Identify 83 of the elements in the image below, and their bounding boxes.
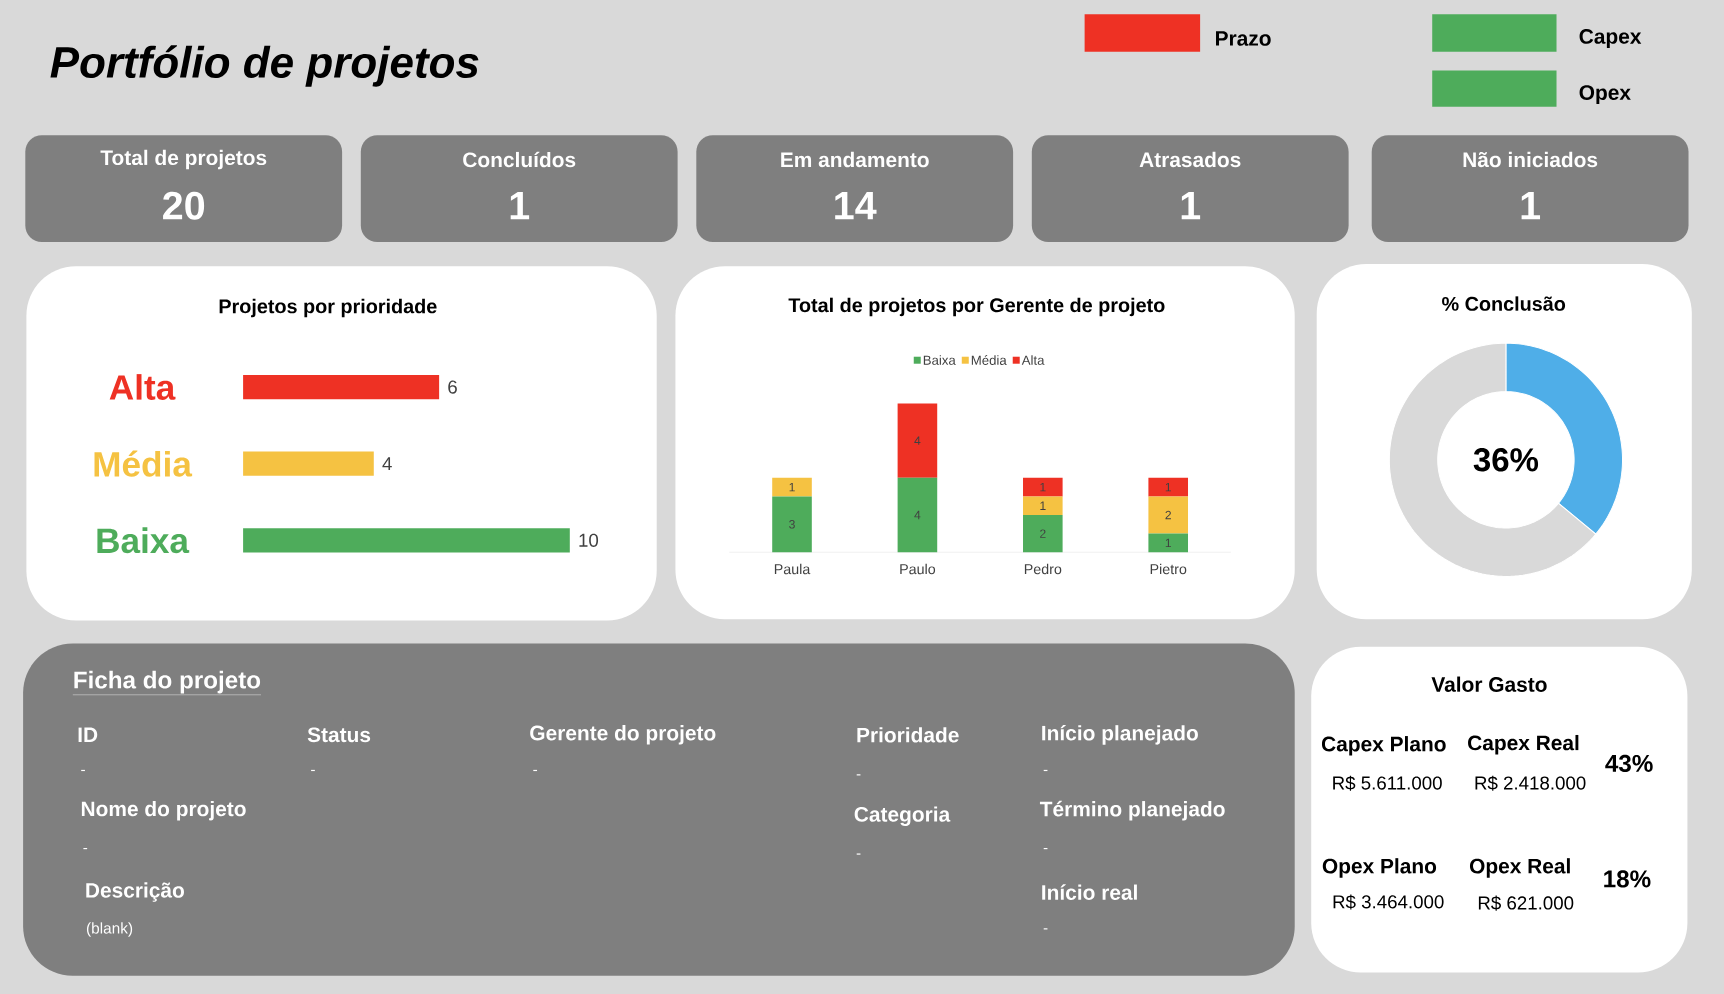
text: Início planejado bbox=[1042, 724, 1198, 745]
data-label: 1 bbox=[1165, 538, 1171, 548]
data-label: 1 bbox=[1040, 501, 1046, 510]
data-label: 1 bbox=[1181, 192, 1201, 220]
category-label: Atrasados bbox=[1139, 151, 1241, 168]
text: Valor Gasto bbox=[1431, 676, 1547, 692]
text: R$ 3.464.000 bbox=[1333, 894, 1444, 910]
data-label: 4 bbox=[382, 457, 392, 471]
text: Opex Real bbox=[1469, 858, 1570, 878]
data-label: 1 bbox=[1521, 192, 1541, 220]
category-label: Prazo bbox=[1216, 31, 1271, 46]
bar bbox=[1148, 477, 1189, 497]
text: Status bbox=[307, 727, 371, 743]
data-label: 3 bbox=[789, 520, 795, 529]
data-label: 1 bbox=[510, 192, 530, 220]
legend-label: Alta bbox=[1021, 355, 1045, 365]
bar bbox=[772, 496, 812, 553]
text: - bbox=[1043, 769, 1048, 772]
category-label: Opex bbox=[1579, 85, 1631, 105]
chart-title: Projetos por prioridade bbox=[219, 298, 437, 318]
legend-label: Média bbox=[971, 355, 1007, 365]
text: R$ 621.000 bbox=[1478, 895, 1574, 911]
data-label: 1 bbox=[1040, 482, 1046, 492]
text: Portfólio de projetos bbox=[50, 45, 479, 87]
data-label: 20 bbox=[163, 191, 205, 220]
y-tick-label: Baixa bbox=[97, 527, 190, 554]
text: - bbox=[311, 769, 315, 772]
x-tick-label: Pietro bbox=[1150, 563, 1187, 575]
text: Início real bbox=[1042, 884, 1137, 900]
data-label: 14 bbox=[835, 192, 877, 220]
bar bbox=[897, 477, 938, 553]
chart-title: Total de projetos por Gerente de projeto bbox=[788, 297, 1165, 317]
text: Categoria bbox=[854, 806, 951, 826]
text: 43% bbox=[1605, 754, 1653, 772]
chart-title: % Conclusão bbox=[1442, 296, 1566, 311]
bar bbox=[1023, 477, 1063, 497]
text: (blank) bbox=[86, 922, 133, 937]
data-label: 1 bbox=[1165, 482, 1171, 492]
data-label: 2 bbox=[1165, 510, 1171, 520]
bar bbox=[1148, 533, 1189, 553]
text: Capex Real bbox=[1468, 734, 1579, 755]
bar bbox=[772, 477, 812, 497]
bar bbox=[1148, 496, 1189, 534]
bar bbox=[897, 403, 938, 478]
text: - bbox=[856, 774, 861, 776]
data-label: 4 bbox=[914, 510, 921, 520]
category-label: Capex bbox=[1579, 29, 1642, 48]
x-tick-label: Pedro bbox=[1024, 563, 1062, 575]
text: R$ 2.418.000 bbox=[1475, 775, 1586, 791]
text: Gerente do projeto bbox=[530, 725, 716, 745]
category-label: Concluídos bbox=[463, 151, 576, 168]
data-label: 10 bbox=[579, 533, 599, 547]
text: Capex Plano bbox=[1321, 736, 1446, 756]
category-label: Em andamento bbox=[781, 151, 929, 168]
legend-label: Baixa bbox=[923, 355, 956, 365]
y-tick-label: Alta bbox=[109, 374, 176, 400]
text: Descrição bbox=[86, 882, 184, 902]
x-tick-label: Paula bbox=[774, 563, 811, 575]
bar bbox=[1023, 515, 1063, 553]
data-label: 6 bbox=[448, 380, 457, 394]
text: 36% bbox=[1473, 448, 1539, 472]
data-label: 2 bbox=[1040, 529, 1046, 538]
data-label: 4 bbox=[914, 436, 921, 445]
text: Opex Plano bbox=[1322, 858, 1437, 878]
text: - bbox=[1043, 847, 1048, 850]
text: 18% bbox=[1604, 870, 1651, 888]
text: Término planejado bbox=[1039, 800, 1225, 821]
data-label: 1 bbox=[789, 482, 795, 492]
x-tick-label: Paulo bbox=[900, 563, 936, 575]
text: ID bbox=[78, 727, 98, 742]
text: - bbox=[81, 769, 85, 772]
text: Nome do projeto bbox=[81, 800, 246, 821]
text: R$ 5.611.000 bbox=[1333, 775, 1442, 791]
y-tick-label: Média bbox=[94, 450, 193, 477]
category-label: Total de projetos bbox=[100, 149, 267, 170]
text: - bbox=[1043, 928, 1048, 930]
bar bbox=[1023, 496, 1063, 516]
text: - bbox=[856, 853, 861, 855]
text: Prioridade bbox=[857, 727, 959, 743]
text: - bbox=[533, 769, 538, 772]
text: - bbox=[83, 847, 88, 850]
category-label: Não iniciados bbox=[1463, 151, 1598, 168]
text: Ficha do projeto bbox=[74, 670, 261, 694]
